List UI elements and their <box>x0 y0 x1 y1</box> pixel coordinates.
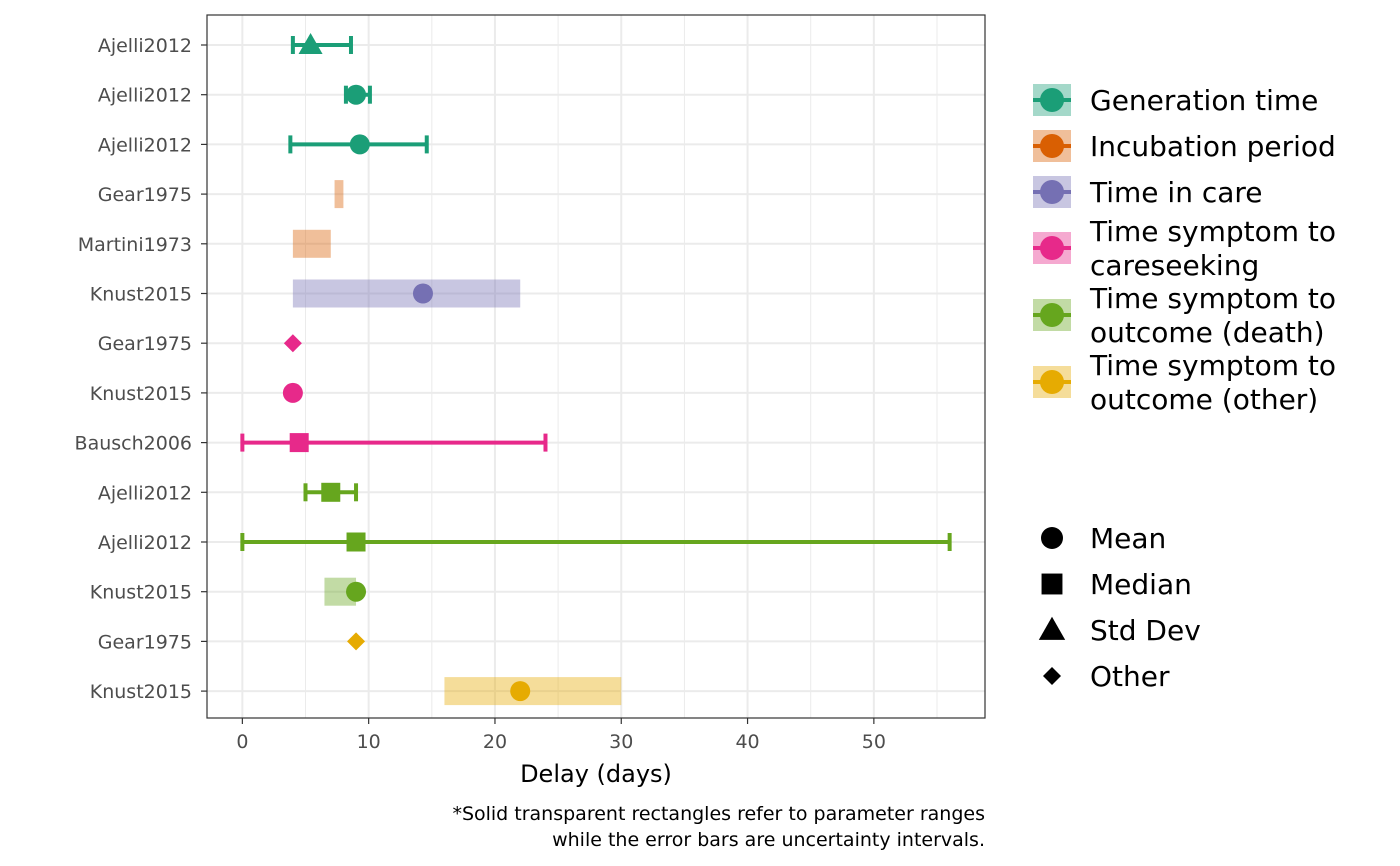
legend-shape-square <box>1041 573 1063 595</box>
x-axis: 0 10 20 30 40 50 <box>236 718 886 753</box>
panel-border <box>206 14 986 719</box>
range-rect <box>292 279 521 308</box>
data-point <box>347 632 366 651</box>
legend-key-point <box>1040 236 1064 260</box>
data-point <box>321 482 341 502</box>
y-tick-label: Ajelli2012 <box>98 85 192 107</box>
caption-line: while the error bars are uncertainty int… <box>552 829 985 851</box>
legend-label: Generation time <box>1090 84 1318 117</box>
legend-label: Incubation period <box>1090 130 1336 163</box>
legend-label: Mean <box>1090 522 1166 555</box>
data-point <box>346 581 367 602</box>
y-tick-label: Gear1975 <box>98 333 192 355</box>
y-tick-label: Knust2015 <box>90 383 192 405</box>
data-point <box>412 283 433 304</box>
range-rect <box>334 180 344 209</box>
data-point <box>346 84 367 105</box>
y-tick-label: Knust2015 <box>90 284 192 306</box>
y-tick-label: Ajelli2012 <box>98 134 192 156</box>
x-tick-label: 40 <box>735 731 759 753</box>
legend-label: Time symptom to <box>1089 215 1336 248</box>
legend-label: Median <box>1090 568 1192 601</box>
y-tick-label: Bausch2006 <box>75 433 192 455</box>
data-point <box>282 382 303 403</box>
x-tick-label: 50 <box>862 731 886 753</box>
x-tick-label: 10 <box>357 731 381 753</box>
range-rectangles <box>292 180 622 706</box>
legend-label: outcome (other) <box>1090 383 1318 416</box>
y-tick-label: Ajelli2012 <box>98 35 192 57</box>
y-axis: Ajelli2012 Ajelli2012 Ajelli2012 Gear1975 Ma… <box>75 35 207 703</box>
y-tick-label: Ajelli2012 <box>98 532 192 554</box>
data-point <box>510 681 531 702</box>
y-tick-label: Knust2015 <box>90 681 192 703</box>
legend-shape-circle <box>1041 527 1063 549</box>
range-rect <box>292 229 331 258</box>
legend-key-point <box>1040 180 1064 204</box>
y-tick-label: Knust2015 <box>90 582 192 604</box>
legend-shape-triangle <box>1038 616 1066 640</box>
legend-key-point <box>1040 88 1064 112</box>
legend-key-point <box>1040 370 1064 394</box>
legend-label: careseeking <box>1090 249 1259 282</box>
range-rect <box>444 677 622 706</box>
legend-value-types: Mean Median Std Dev Other <box>1038 522 1201 693</box>
legend-key-point <box>1040 134 1064 158</box>
data-point <box>289 433 309 453</box>
legend-label: Time symptom to <box>1089 282 1336 315</box>
data-point <box>346 532 366 552</box>
x-tick-label: 30 <box>609 731 633 753</box>
x-axis-title: Delay (days) <box>520 760 672 788</box>
legend-parameter-types: Generation time Incubation period Time in … <box>1033 84 1336 416</box>
y-tick-label: Martini1973 <box>78 234 192 256</box>
panel-background <box>207 15 985 718</box>
caption-line: *Solid transparent rectangles refer to p… <box>452 803 985 825</box>
data-point <box>283 334 302 353</box>
y-tick-label: Ajelli2012 <box>98 482 192 504</box>
legend-label: Other <box>1090 660 1170 693</box>
point-markers <box>282 33 531 702</box>
legend-label: Time in care <box>1089 176 1263 209</box>
legend-key-point <box>1040 303 1064 327</box>
legend-label: Time symptom to <box>1089 349 1336 382</box>
data-point <box>298 33 323 54</box>
legend-shape-diamond <box>1043 667 1061 685</box>
x-tick-label: 0 <box>236 731 248 753</box>
x-tick-label: 20 <box>483 731 507 753</box>
y-tick-label: Gear1975 <box>98 184 192 206</box>
legend-label: outcome (death) <box>1090 316 1325 349</box>
data-point <box>349 134 370 155</box>
caption: *Solid transparent rectangles refer to p… <box>452 803 985 851</box>
y-tick-label: Gear1975 <box>98 631 192 653</box>
legend-label: Std Dev <box>1090 614 1201 647</box>
